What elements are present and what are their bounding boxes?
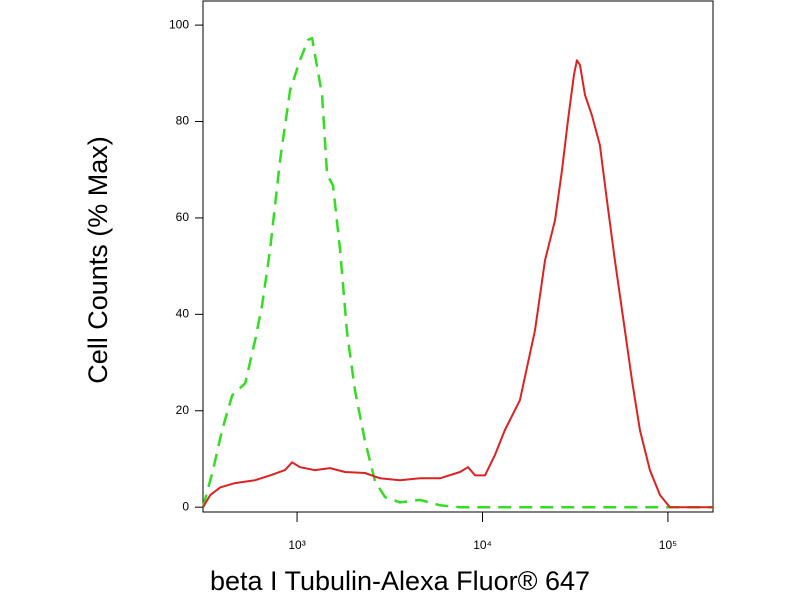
y-tick-label: 20 (176, 403, 190, 417)
y-tick-label: 80 (176, 114, 190, 128)
y-tick-label: 0 (182, 499, 189, 513)
plot-frame (202, 0, 714, 513)
y-axis-label: Cell Counts (% Max) (83, 136, 113, 384)
series-line (202, 59, 713, 509)
x-tick-label: 10⁴ (473, 538, 492, 552)
y-tick-label: 100 (169, 17, 189, 31)
series-line (201, 36, 713, 509)
x-tick-label: 10⁵ (659, 538, 677, 552)
x-tick-label: 10³ (288, 538, 305, 552)
y-tick-label: 40 (176, 307, 190, 321)
y-tick-label: 60 (176, 210, 190, 224)
x-axis-label: beta I Tubulin-Alexa Fluor® 647 (210, 566, 590, 596)
